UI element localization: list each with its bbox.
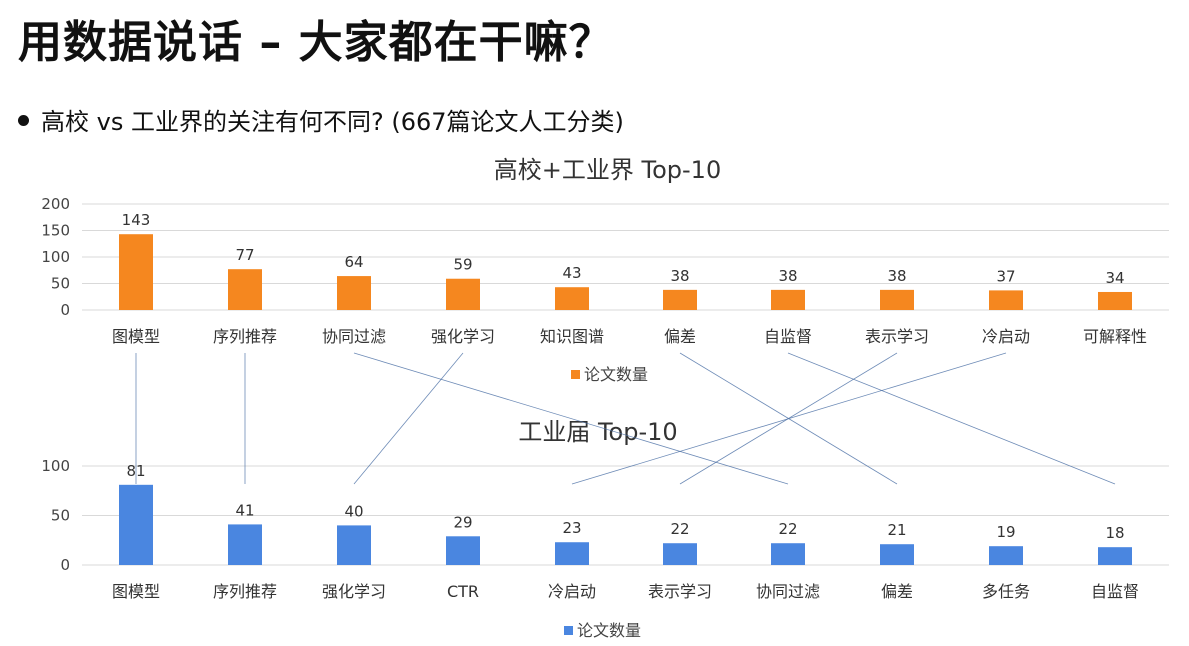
- bottom-category-label: 偏差: [881, 582, 913, 601]
- bottom-category-label: 序列推荐: [213, 582, 277, 601]
- bottom-data-label: 22: [778, 520, 797, 538]
- chart-title-top: 高校+工业界 Top-10: [493, 156, 722, 184]
- bottom-bar: [446, 536, 480, 565]
- bottom-bar: [771, 543, 805, 565]
- top-data-label: 38: [778, 267, 797, 285]
- top-bar: [446, 278, 480, 310]
- bullet-dot-icon: [18, 114, 29, 126]
- bottom-category-label: CTR: [447, 582, 479, 601]
- top-category-label: 序列推荐: [213, 327, 277, 346]
- connector-line: [787, 352, 1116, 485]
- bottom-ytick-label: 0: [60, 556, 70, 574]
- bottom-data-label: 40: [344, 502, 363, 520]
- bottom-ytick-label: 50: [51, 507, 70, 525]
- bottom-ytick-label: 100: [41, 457, 70, 475]
- top-data-label: 64: [344, 253, 363, 271]
- bottom-data-label: 23: [562, 519, 581, 537]
- chart-title-bottom: 工业届 Top-10: [518, 418, 678, 446]
- top-data-label: 37: [996, 267, 1015, 285]
- bottom-category-label: 协同过滤: [756, 582, 820, 601]
- legend-swatch-bottom: [564, 626, 573, 635]
- top-data-label: 34: [1105, 269, 1124, 287]
- top-category-label: 可解释性: [1083, 327, 1147, 346]
- top-category-label: 图模型: [112, 327, 160, 346]
- top-ytick-label: 150: [41, 222, 70, 240]
- bottom-category-label: 图模型: [112, 582, 160, 601]
- bullet-point: 高校 vs 工业界的关注有何不同? (667篇论文人工分类): [18, 102, 624, 137]
- top-data-label: 77: [235, 246, 254, 264]
- bottom-bar: [1098, 547, 1132, 565]
- bottom-category-label: 强化学习: [322, 582, 386, 601]
- slide-title: 用数据说话 – 大家都在干嘛？: [18, 17, 614, 68]
- bottom-category-label: 多任务: [982, 582, 1030, 601]
- legend-label-top: 论文数量: [584, 365, 649, 384]
- bottom-data-label: 19: [996, 523, 1015, 541]
- top-category-label: 表示学习: [865, 327, 929, 346]
- top-bar: [228, 269, 262, 310]
- bottom-category-label: 冷启动: [548, 582, 596, 601]
- bottom-bar: [337, 525, 371, 565]
- top-category-label: 协同过滤: [322, 327, 386, 346]
- bottom-bar: [119, 484, 153, 565]
- top-bar: [880, 289, 914, 310]
- bottom-data-label: 22: [670, 520, 689, 538]
- top-category-label: 强化学习: [431, 327, 495, 346]
- top-data-label: 38: [887, 267, 906, 285]
- bottom-bar: [880, 544, 914, 565]
- bottom-data-label: 18: [1105, 524, 1124, 542]
- top-bar: [119, 234, 153, 310]
- legend-bottom: 论文数量: [564, 617, 641, 641]
- top-bar: [771, 289, 805, 310]
- top-ytick-label: 100: [41, 248, 70, 266]
- top-data-label: 43: [562, 264, 581, 282]
- bottom-bar: [663, 543, 697, 565]
- top-bar: [663, 289, 697, 310]
- top-ytick-label: 50: [51, 275, 70, 293]
- legend-top: 论文数量: [571, 361, 648, 385]
- top-bar: [1098, 291, 1132, 310]
- bottom-category-label: 表示学习: [648, 582, 712, 601]
- bottom-bar: [228, 524, 262, 565]
- bottom-category-label: 自监督: [1091, 582, 1139, 601]
- bottom-bar: [989, 546, 1023, 565]
- top-bar: [989, 290, 1023, 310]
- legend-label-bottom: 论文数量: [577, 621, 642, 640]
- top-ytick-label: 0: [60, 301, 70, 319]
- top-category-label: 偏差: [664, 327, 696, 346]
- top-bar: [337, 276, 371, 310]
- bottom-bar: [555, 542, 589, 565]
- top-bar: [555, 287, 589, 310]
- connector-line: [353, 352, 464, 485]
- bottom-data-label: 41: [235, 501, 254, 519]
- top-data-label: 38: [670, 267, 689, 285]
- bullet-text: 高校 vs 工业界的关注有何不同? (667篇论文人工分类): [41, 108, 624, 136]
- top-ytick-label: 200: [41, 195, 70, 213]
- top-category-label: 知识图谱: [540, 327, 604, 346]
- bottom-data-label: 21: [887, 521, 906, 539]
- bottom-data-label: 29: [453, 513, 472, 531]
- top-data-label: 143: [122, 211, 151, 229]
- top-data-label: 59: [453, 256, 472, 274]
- connector-line: [571, 352, 1007, 485]
- top-category-label: 自监督: [764, 327, 812, 346]
- top-category-label: 冷启动: [982, 327, 1030, 346]
- legend-swatch-top: [571, 370, 580, 379]
